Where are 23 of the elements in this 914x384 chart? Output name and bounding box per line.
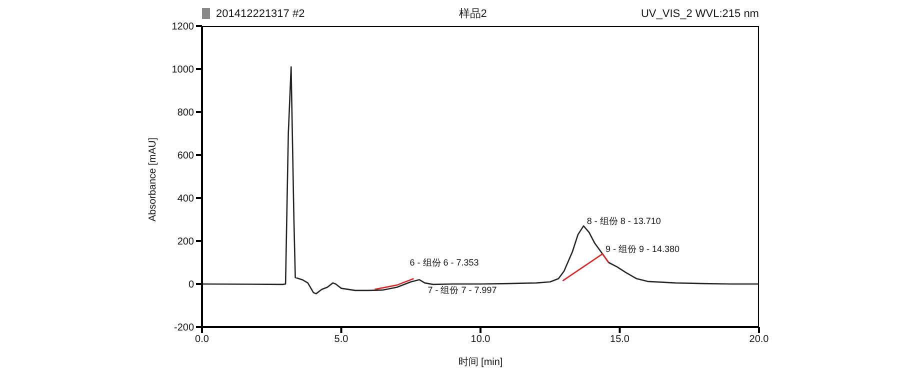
y-tick-label: 1200 — [172, 22, 194, 33]
y-tick-label: 400 — [177, 194, 194, 205]
x-tick-label: 10.0 — [470, 334, 491, 346]
x-tick-label: 5.0 — [334, 334, 349, 346]
x-tick-label: 20.0 — [749, 334, 770, 346]
chart-title: 样品2 — [458, 7, 487, 21]
y-tick-label: 800 — [177, 108, 194, 119]
annotation: 7 - 组份 7 - 7.997 — [428, 284, 497, 295]
y-tick-label: 200 — [177, 236, 194, 248]
y-tick-label: -200 — [174, 322, 194, 334]
x-tick-label: 15.0 — [610, 334, 630, 346]
text: UV_VIS_2 WVL:215 nm — [640, 8, 759, 20]
line-series — [202, 66, 759, 294]
x-axis-title: 时间 [min] — [458, 356, 503, 368]
y-tick-label: 600 — [177, 150, 194, 162]
annotation: 6 - 组份 6 - 7.353 — [410, 258, 479, 268]
x-tick-label: 0.0 — [195, 334, 210, 346]
annotation: 9 - 组份 9 - 14.380 — [605, 244, 680, 254]
y-axis-title: Absorbance [mAU] — [148, 137, 159, 222]
text: 201412221317 #2 — [216, 8, 305, 20]
y-tick-label: 0 — [188, 280, 194, 291]
y-tick-label: 1000 — [172, 64, 194, 76]
annotation: 8 - 组份 8 - 13.710 — [586, 216, 661, 226]
